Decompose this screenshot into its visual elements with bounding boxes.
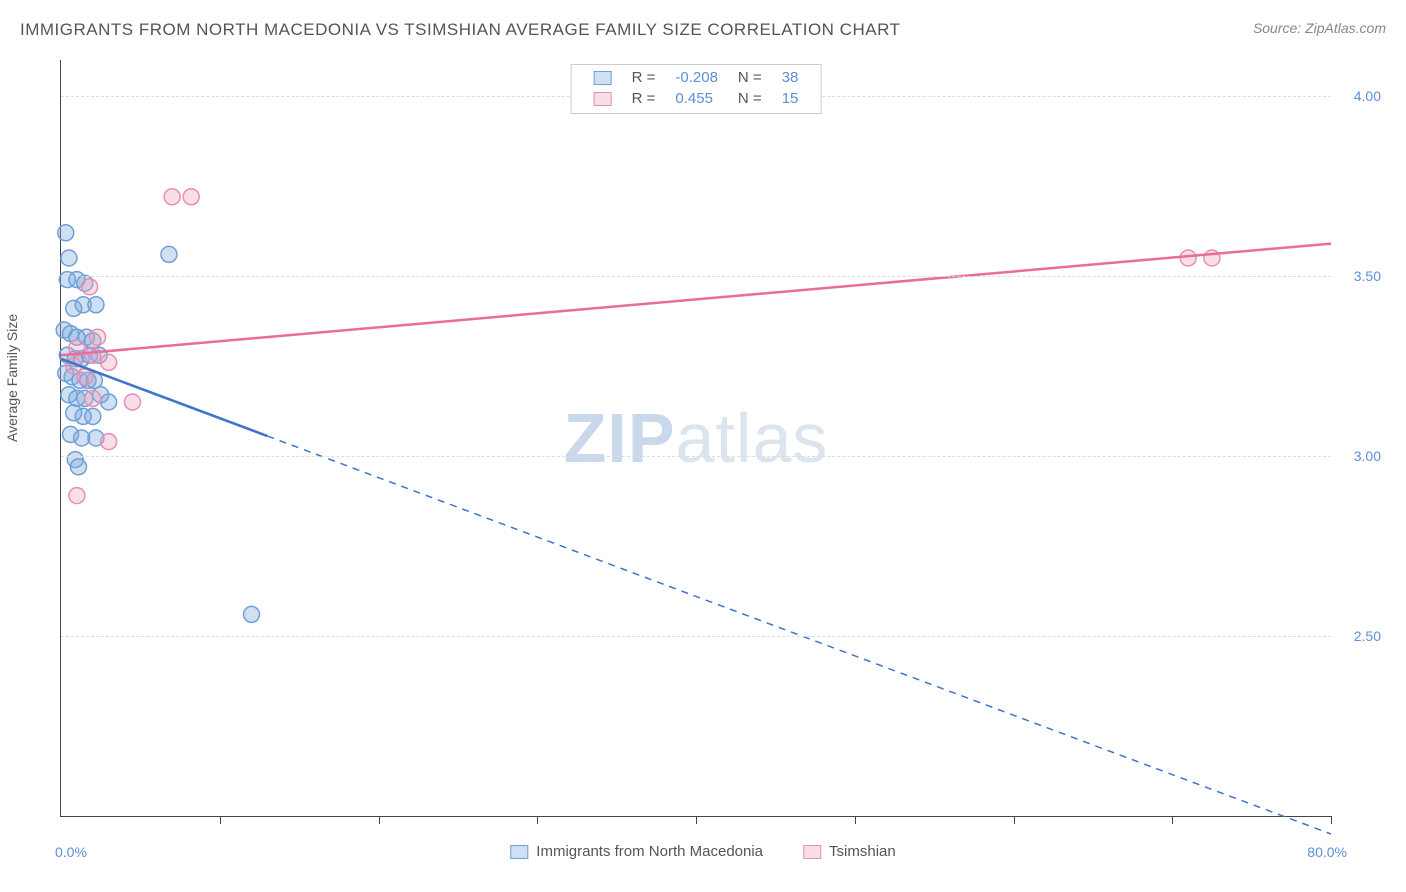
correlation-legend: R = -0.208 N = 38 R = 0.455 N = 15 [571,64,822,114]
source-label: Source: [1253,20,1301,36]
n-label: N = [738,69,762,86]
r-value-1: -0.208 [665,67,728,88]
legend-swatch-pink [803,845,821,859]
legend-label-2: Tsimshian [829,843,896,860]
chart-title: IMMIGRANTS FROM NORTH MACEDONIA VS TSIMS… [20,20,900,40]
y-tick-label: 3.00 [1337,448,1381,464]
legend-row-series-2: R = 0.455 N = 15 [584,88,809,109]
chart-container: Average Family Size ZIPatlas R = -0.208 … [20,55,1386,872]
source-link[interactable]: ZipAtlas.com [1305,20,1386,36]
x-axis-max-label: 80.0% [1307,844,1347,860]
n-value-2: 15 [772,88,809,109]
legend-row-series-1: R = -0.208 N = 38 [584,67,809,88]
r-label: R = [632,69,656,86]
source-attribution: Source: ZipAtlas.com [1253,20,1386,36]
scatter-svg [61,60,1331,816]
n-label: N = [738,90,762,107]
plot-area: ZIPatlas R = -0.208 N = 38 R = 0.455 N =… [60,60,1331,817]
legend-item-2[interactable]: Tsimshian [803,843,896,860]
legend-item-1[interactable]: Immigrants from North Macedonia [510,843,763,860]
r-label: R = [632,90,656,107]
n-value-1: 38 [772,67,809,88]
x-axis-min-label: 0.0% [55,844,87,860]
legend-label-1: Immigrants from North Macedonia [536,843,763,860]
y-axis-label: Average Family Size [4,313,20,441]
series-legend: Immigrants from North Macedonia Tsimshia… [510,843,895,860]
y-tick-label: 2.50 [1337,628,1381,644]
legend-swatch-pink [594,92,612,106]
r-value-2: 0.455 [665,88,728,109]
legend-swatch-blue [594,71,612,85]
y-tick-label: 3.50 [1337,268,1381,284]
y-tick-label: 4.00 [1337,88,1381,104]
legend-swatch-blue [510,845,528,859]
